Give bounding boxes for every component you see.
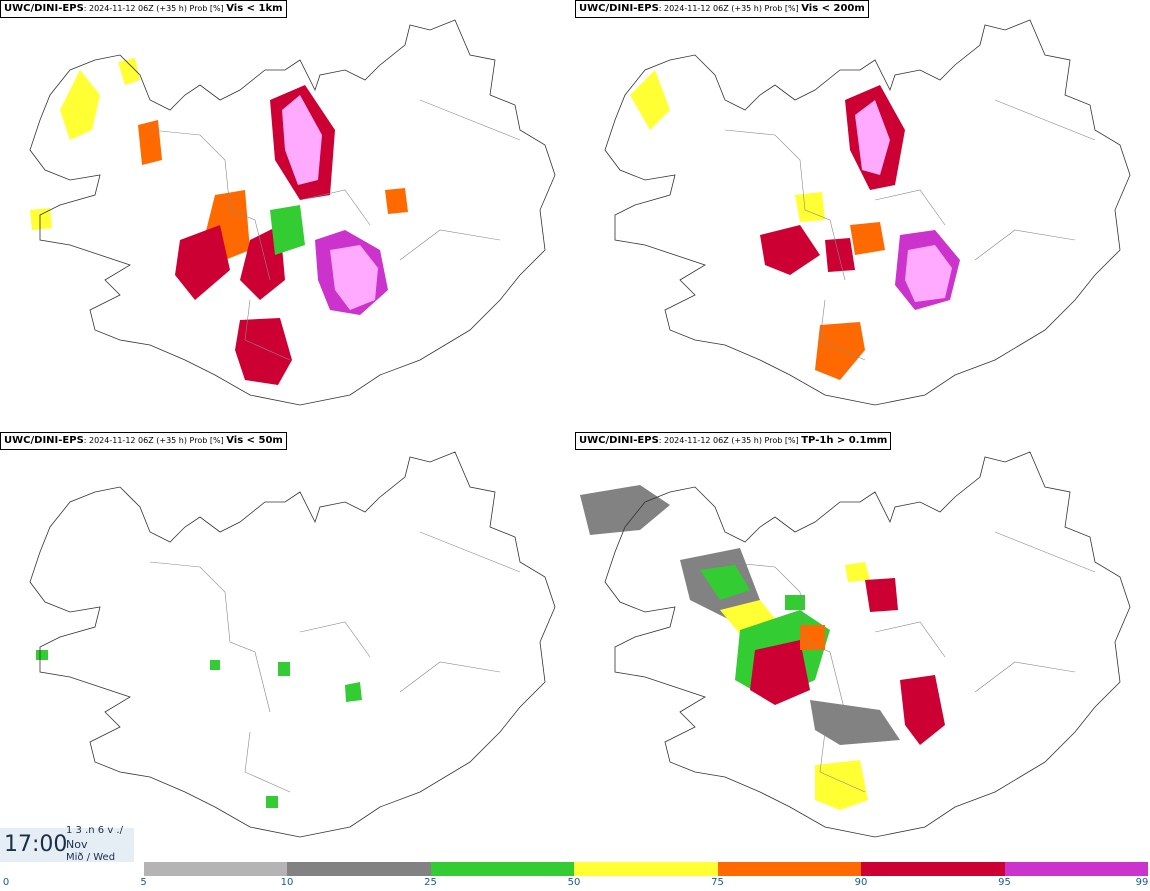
probability-area: [750, 640, 810, 705]
probability-area: [810, 700, 900, 745]
legend-swatch: [430, 862, 574, 876]
iceland-map-1: [29, 19, 556, 406]
legend-tick-label: 0: [2, 877, 10, 888]
legend-tick-label: 25: [424, 877, 437, 888]
panel-title: UWC/DINI-EPS: 2024-11-12 06Z (+35 h) Pro…: [0, 0, 287, 18]
region-borders: [149, 99, 521, 361]
panel-title: UWC/DINI-EPS: 2024-11-12 06Z (+35 h) Pro…: [0, 432, 287, 450]
legend-swatch: [574, 862, 718, 876]
probability-area: [138, 120, 162, 165]
valid-month: Nov: [66, 838, 88, 851]
probability-area: [36, 650, 48, 660]
legend-tick-label: 99: [1135, 877, 1149, 888]
probability-area: [580, 485, 670, 535]
model-name: UWC/DINI-EPS: [4, 3, 84, 14]
valid-weekday: Mið / Wed: [66, 852, 116, 863]
legend-tick-label: 95: [998, 877, 1011, 888]
probability-area: [30, 208, 52, 230]
legend-swatch: [287, 862, 431, 876]
region-borders: [724, 99, 1096, 361]
probability-area: [815, 760, 868, 810]
map-panel-vis-1km: UWC/DINI-EPS: 2024-11-12 06Z (+35 h) Pro…: [0, 0, 575, 432]
panel-title: UWC/DINI-EPS: 2024-11-12 06Z (+35 h) Pro…: [575, 432, 892, 450]
variable-name: Vis < 200m: [801, 3, 865, 14]
probability-area: [278, 662, 290, 676]
probability-area: [760, 225, 820, 275]
model-name: UWC/DINI-EPS: [4, 435, 84, 446]
run-info: : 2024-11-12 06Z (+35 h) Prob [%]: [83, 4, 227, 13]
probability-area: [175, 225, 230, 300]
probability-area: [800, 625, 825, 650]
map-panel-tp-1h: UWC/DINI-EPS: 2024-11-12 06Z (+35 h) Pro…: [575, 432, 1150, 864]
probability-area: [210, 660, 220, 670]
variable-name: TP-1h > 0.1mm: [801, 435, 888, 446]
legend-swatch: [861, 862, 1005, 876]
model-name: UWC/DINI-EPS: [579, 435, 659, 446]
legend-swatch: [0, 862, 144, 876]
probability-area: [855, 100, 890, 175]
coastline: [604, 19, 1131, 406]
coastline: [29, 19, 556, 406]
probability-area: [60, 70, 100, 140]
probability-area: [850, 222, 885, 255]
legend-tick-label: 90: [854, 877, 868, 888]
probability-area: [845, 562, 870, 582]
panel-title: UWC/DINI-EPS: 2024-11-12 06Z (+35 h) Pro…: [575, 0, 869, 18]
legend-tick-label: 10: [280, 877, 294, 888]
probability-area: [118, 58, 140, 85]
valid-time-box: 17:00 1 3 .n 6 v ./ Nov Mið / Wed: [0, 825, 134, 863]
legend-swatch: [143, 862, 287, 876]
probability-area: [235, 318, 292, 385]
map-panel-vis-200m: UWC/DINI-EPS: 2024-11-12 06Z (+35 h) Pro…: [575, 0, 1150, 432]
legend-swatch: [1004, 862, 1148, 876]
legend-swatch: [717, 862, 861, 876]
valid-time: 17:00: [4, 832, 68, 857]
region-borders: [724, 531, 1096, 793]
probability-area: [815, 322, 865, 380]
run-info: : 2024-11-12 06Z (+35 h) Prob [%]: [83, 436, 227, 445]
probability-area: [785, 595, 805, 610]
variable-name: Vis < 1km: [226, 3, 283, 14]
map-panel-vis-50m: UWC/DINI-EPS: 2024-11-12 06Z (+35 h) Pro…: [0, 432, 575, 864]
probability-area: [900, 675, 945, 745]
variable-name: Vis < 50m: [226, 435, 283, 446]
iceland-map-3: [29, 451, 556, 838]
iceland-map-4: [580, 451, 1131, 838]
color-legend: 0 5 10 25 50 75 90 95 99: [0, 862, 1150, 891]
probability-area: [266, 796, 278, 808]
model-name: UWC/DINI-EPS: [579, 3, 659, 14]
iceland-map-2: [604, 19, 1131, 406]
probability-area: [700, 565, 750, 600]
region-borders: [149, 531, 521, 793]
probability-area: [905, 245, 952, 302]
legend-tick-label: 5: [140, 877, 147, 888]
legend-tick-label: 75: [711, 877, 724, 888]
probability-area: [825, 238, 855, 272]
probability-area: [345, 682, 362, 702]
probability-area: [865, 578, 898, 612]
probability-area: [630, 70, 670, 130]
probability-area: [330, 245, 378, 310]
probability-area: [385, 188, 408, 214]
probability-area: [795, 192, 825, 222]
coastline: [29, 451, 556, 838]
probability-area: [270, 205, 305, 255]
coastline: [604, 451, 1131, 838]
run-info: : 2024-11-12 06Z (+35 h) Prob [%]: [658, 436, 802, 445]
probability-area: [282, 95, 322, 185]
valid-date-line1: 1 3 .n 6 v ./: [66, 825, 123, 836]
run-info: : 2024-11-12 06Z (+35 h) Prob [%]: [658, 4, 802, 13]
legend-tick-label: 50: [567, 877, 581, 888]
